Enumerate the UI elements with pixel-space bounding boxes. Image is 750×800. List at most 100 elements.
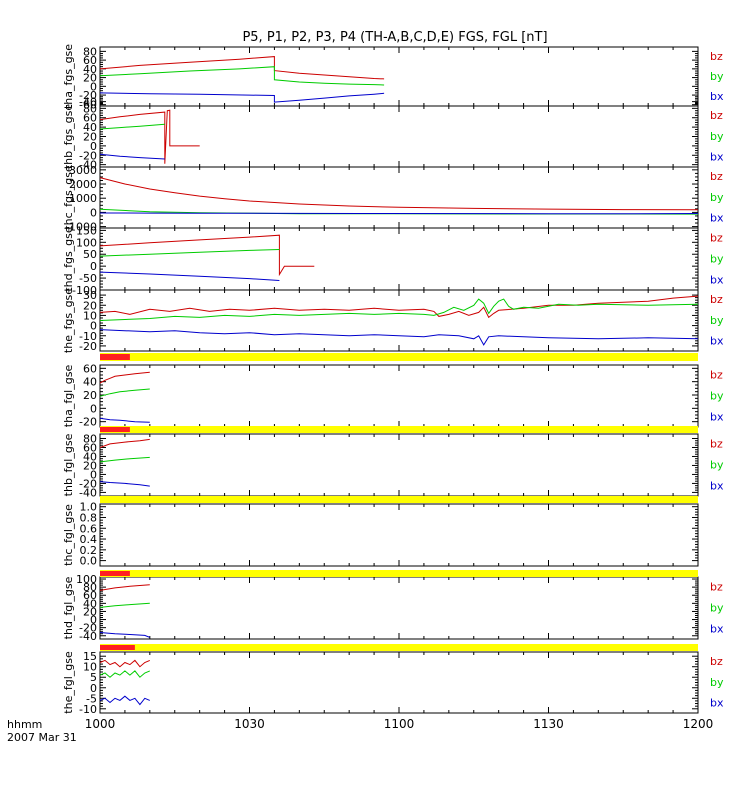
y-tick-label: 0.0 <box>80 555 98 568</box>
legend-bx: bx <box>710 335 724 348</box>
status-bar-missing <box>100 571 130 576</box>
y-tick-label: -20 <box>79 340 97 353</box>
y-tick-label: 10 <box>83 309 97 322</box>
series-group <box>99 56 385 103</box>
y-tick-label: 0 <box>90 682 97 695</box>
y-tick-label: -10 <box>79 703 97 716</box>
y-tick-label: -5 <box>86 692 97 705</box>
legend-bz: bz <box>710 231 723 244</box>
series-by-line <box>99 123 165 130</box>
y-axis-label: thd_fgl_gse <box>62 576 75 639</box>
y-tick-label: -20 <box>79 89 97 102</box>
y-tick-label: -20 <box>79 477 97 490</box>
y-tick-label: -100 <box>72 284 97 297</box>
series-bz-line <box>99 371 150 384</box>
status-bar-1 <box>100 353 698 361</box>
y-tick-label: -40 <box>79 630 97 643</box>
x-tick-label: 1100 <box>384 717 415 731</box>
y-tick-label: 0.2 <box>80 544 98 557</box>
panel-frame <box>99 105 699 168</box>
status-bar-4 <box>100 570 698 577</box>
y-tick-label: 60 <box>83 441 97 454</box>
y-axis-label: thc_fgs_gse <box>62 165 75 230</box>
series-bx-line <box>99 212 699 215</box>
series-group <box>99 584 150 638</box>
series-bx-line <box>99 632 150 638</box>
y-tick-label: 15 <box>83 650 97 663</box>
series-group <box>99 659 150 706</box>
y-tick-label: 0 <box>90 140 97 153</box>
panel-frame <box>99 166 699 229</box>
y-tick-label: 0 <box>90 614 97 627</box>
status-bar-missing <box>100 354 130 360</box>
y-tick-label: 30 <box>83 289 97 302</box>
y-tick-label: -10 <box>79 330 97 343</box>
series-by-line <box>99 670 150 678</box>
series-bz-line <box>99 56 385 80</box>
series-group <box>99 234 315 281</box>
panel-frame <box>99 576 699 640</box>
status-bar-3 <box>100 496 698 503</box>
y-tick-label: -20 <box>79 416 97 429</box>
series-bz-line <box>99 177 699 211</box>
y-axis-label: thb_fgs_gse <box>62 104 75 170</box>
y-tick-label: 150 <box>76 224 97 237</box>
y-tick-label: 5 <box>90 671 97 684</box>
y-tick-label: 100 <box>76 236 97 249</box>
legend-bz: bz <box>710 109 723 122</box>
y-tick-label: 0 <box>90 80 97 93</box>
y-tick-label: 20 <box>83 131 97 144</box>
y-tick-label: 20 <box>83 299 97 312</box>
y-tick-label: 40 <box>83 597 97 610</box>
y-axis-label: tha_fgs_gse <box>62 44 75 109</box>
time-axis: 1000 1030 1100 1130 1200 <box>85 717 714 731</box>
legend-by: by <box>710 601 724 614</box>
y-tick-label: 0 <box>90 320 97 333</box>
status-bar-5 <box>100 644 698 651</box>
legend-by: by <box>710 130 724 143</box>
y-tick-label: 20 <box>83 72 97 85</box>
y-tick-label: -20 <box>79 149 97 162</box>
y-tick-label: 20 <box>83 389 97 402</box>
status-bar-gap <box>100 353 698 361</box>
series-bx-line <box>99 153 165 160</box>
series-bx-line <box>99 92 385 103</box>
chart-title: P5, P1, P2, P3, P4 (TH-A,B,C,D,E) FGS, F… <box>242 30 547 45</box>
y-tick-label: 40 <box>83 450 97 463</box>
y-tick-label: 50 <box>83 248 97 261</box>
series-bz-line <box>99 109 200 164</box>
series-group <box>99 371 150 423</box>
legend-by: by <box>710 389 724 402</box>
series-by-line <box>99 602 150 608</box>
y-tick-label: 40 <box>83 63 97 76</box>
legend-bx: bx <box>710 90 724 103</box>
x-tick-label: 1030 <box>234 717 265 731</box>
legend-by: by <box>710 70 724 83</box>
legend-bz: bz <box>710 368 723 381</box>
y-tick-label: 20 <box>83 459 97 472</box>
status-bar-2 <box>100 426 698 433</box>
series-group <box>99 295 699 346</box>
y-axis-label: the_fgl_gse <box>62 651 75 714</box>
status-bar-missing <box>100 645 135 650</box>
series-by-line <box>99 66 385 86</box>
series-by-line <box>99 298 699 321</box>
y-tick-label: 10 <box>83 661 97 674</box>
y-axis-label: the_fgs_gse <box>62 288 75 353</box>
legend-bx: bx <box>710 212 724 225</box>
legend-by: by <box>710 191 724 204</box>
series-by-line <box>99 249 280 257</box>
series-bz-line <box>99 659 150 668</box>
legend-bx: bx <box>710 273 724 286</box>
legend-bx: bx <box>710 410 724 423</box>
status-bar-missing <box>100 427 130 432</box>
legend-bz: bz <box>710 655 723 668</box>
y-tick-label: 40 <box>83 121 97 134</box>
panel-frame <box>99 289 699 352</box>
time-axis-date-label: 2007 Mar 31 <box>7 731 77 744</box>
